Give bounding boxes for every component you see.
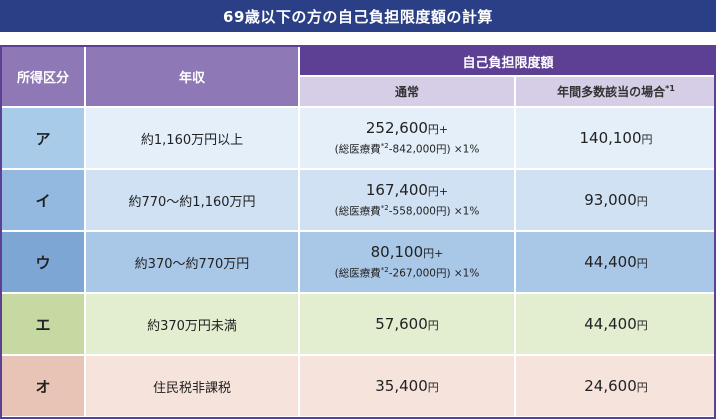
header-limit-group: 自己負担限度額 [297, 45, 716, 77]
header-multiple: 年間多数該当の場合*1 [513, 75, 716, 108]
normal-limit-cell: 57,600円 [298, 292, 516, 356]
header-annual-income: 年収 [84, 45, 300, 108]
multiple-limit-cell: 44,400円 [513, 230, 716, 294]
table-row: オ 住民税非課税 35,400円 24,600円 [0, 354, 716, 418]
multiple-limit-cell: 24,600円 [513, 354, 716, 418]
category-cell: イ [0, 168, 86, 232]
multiple-limit-cell: 44,400円 [513, 292, 716, 356]
normal-limit-cell: 252,600円+ (総医療費*2-842,000円) ×1% [298, 106, 516, 170]
normal-limit-cell: 35,400円 [298, 354, 516, 418]
normal-limit-cell: 80,100円+ (総医療費*2-267,000円) ×1% [298, 230, 516, 294]
table-row: エ 約370万円未満 57,600円 44,400円 [0, 292, 716, 356]
normal-limit-cell: 167,400円+ (総医療費*2-558,000円) ×1% [298, 168, 516, 232]
category-cell: エ [0, 292, 86, 356]
multiple-limit-cell: 140,100円 [513, 106, 716, 170]
header-income-category: 所得区分 [0, 45, 86, 108]
table-row: イ 約770〜約1,160万円 167,400円+ (総医療費*2-558,00… [0, 168, 716, 232]
income-cell: 約770〜約1,160万円 [84, 168, 300, 232]
income-cell: 約370万円未満 [84, 292, 300, 356]
footnote-marker: *1 [665, 84, 675, 93]
income-cell: 約1,160万円以上 [84, 106, 300, 170]
category-cell: オ [0, 354, 86, 418]
income-cell: 住民税非課税 [84, 354, 300, 418]
category-cell: ア [0, 106, 86, 170]
category-cell: ウ [0, 230, 86, 294]
income-cell: 約370〜約770万円 [84, 230, 300, 294]
table-row: ウ 約370〜約770万円 80,100円+ (総医療費*2-267,000円)… [0, 230, 716, 294]
table-row: ア 約1,160万円以上 252,600円+ (総医療費*2-842,000円)… [0, 106, 716, 170]
multiple-limit-cell: 93,000円 [513, 168, 716, 232]
limit-table: 所得区分 年収 自己負担限度額 通常 年間多数該当の場合*1 ア 約1,160万… [0, 45, 716, 418]
page-title-text: 69歳以下の方の自己負担限度額の計算 [223, 7, 493, 26]
header-normal: 通常 [298, 75, 516, 108]
page-title: 69歳以下の方の自己負担限度額の計算 [0, 0, 716, 32]
